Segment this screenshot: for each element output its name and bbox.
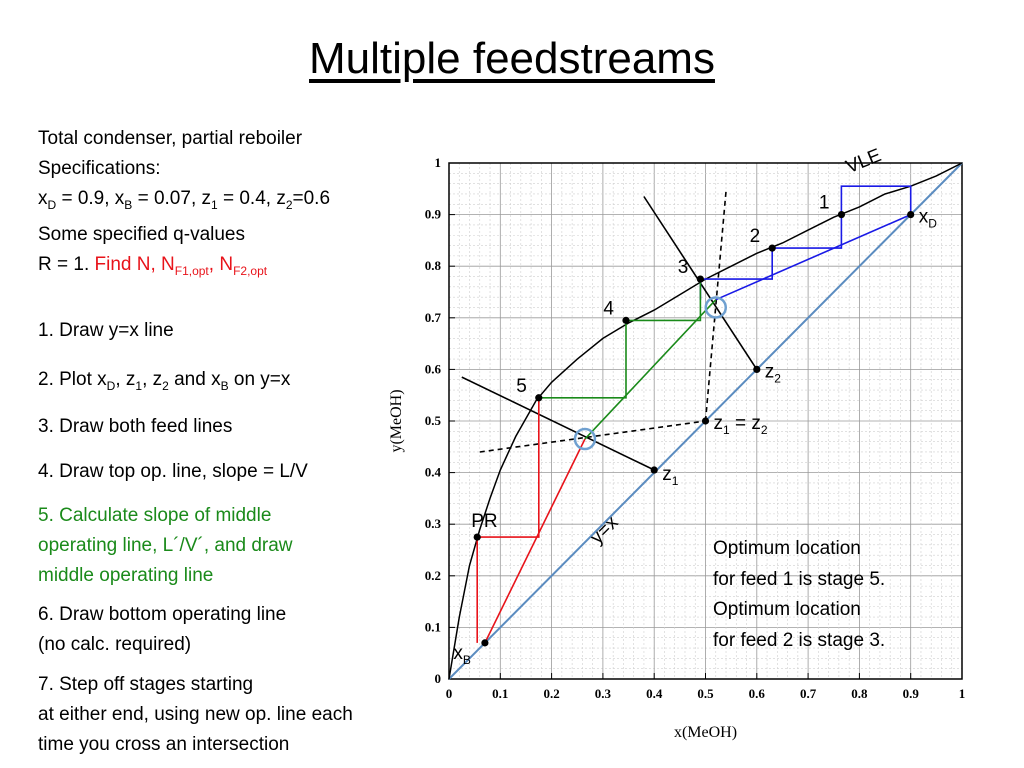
- stage-label: 5: [516, 376, 527, 397]
- step-3: 3. Draw both feed lines: [38, 416, 233, 437]
- data-point: [701, 417, 710, 425]
- data-point: [481, 639, 489, 647]
- vle-label: VLE: [843, 145, 884, 178]
- x-tick-label: 0: [446, 686, 453, 701]
- stage-label: 2: [750, 226, 761, 247]
- data-point: [696, 275, 704, 283]
- data-point: [473, 533, 481, 541]
- middle-operating-line: [584, 299, 717, 440]
- feed-point-label: z1: [662, 464, 679, 488]
- spec-line-values: xD = 0.9, xB = 0.07, z1 = 0.4, z2=0.6: [38, 188, 331, 212]
- stage-label: 4: [603, 298, 614, 319]
- x-tick-label: 0.2: [543, 686, 559, 701]
- y-tick-label: 0.7: [425, 310, 442, 325]
- step-2: 2. Plot xD, z1, z2 and xB on y=x: [38, 369, 291, 393]
- optimum-note: Optimum location for feed 1 is stage 5. Op…: [713, 538, 886, 651]
- y-tick-label: 0.6: [425, 361, 442, 376]
- dashed-feed-line: [704, 191, 727, 422]
- step-5: 5. Calculate slope of middle operating li…: [38, 505, 293, 586]
- y-tick-label: 0.9: [425, 207, 442, 222]
- x-tick-label: 0.8: [851, 686, 868, 701]
- data-point: [650, 466, 658, 474]
- feed-point-label: xD: [919, 207, 938, 231]
- y-tick-label: 0: [435, 671, 442, 686]
- spec-line-specifications: Specifications:: [38, 158, 161, 179]
- feed-line-1: [461, 376, 655, 471]
- data-point: [753, 365, 761, 373]
- intersection-circle: [573, 427, 597, 451]
- grid: [449, 163, 962, 679]
- pinch-region-label: PR: [471, 511, 497, 532]
- y-axis-label: y(MeOH): [388, 389, 405, 452]
- data-point: [622, 316, 630, 324]
- bottom-operating-line: [484, 438, 586, 644]
- stage-label: 3: [678, 257, 689, 278]
- y-tick-label: 0.1: [425, 619, 441, 634]
- step-7: 7. Step off stages starting at either end…: [38, 674, 353, 755]
- intersection-circle: [704, 296, 728, 319]
- specifications-block: Total condenser, partial reboiler Specif…: [38, 124, 330, 286]
- y-tick-label: 0.4: [425, 465, 442, 480]
- step-1: 1. Draw y=x line: [38, 320, 174, 341]
- x-tick-label: 0.6: [749, 686, 766, 701]
- stage-label: 1: [819, 193, 830, 214]
- diagonal-label: y=x: [586, 512, 622, 548]
- y-tick-label: 1: [435, 155, 442, 170]
- stage-steps-bottom: [476, 397, 540, 643]
- x-tick-label: 0.7: [800, 686, 817, 701]
- x-tick-label: 1: [959, 686, 966, 701]
- spec-line-qvalues: Some specified q-values: [38, 223, 245, 245]
- feed-point-label: z2: [765, 361, 782, 385]
- top-operating-line: [715, 213, 912, 301]
- y-tick-label: 0.3: [425, 516, 442, 531]
- feed-point-label: xB: [453, 643, 471, 667]
- data-point: [768, 244, 776, 252]
- spec-line-task: R = 1. Find N, NF1,opt, NF2,opt: [38, 253, 268, 278]
- x-tick-label: 0.4: [646, 686, 663, 701]
- y-tick-label: 0.2: [425, 568, 441, 583]
- axis-ticks: 0 0.1 0.2 0.3 0.4 0.5 0.6 0.7 0.8 0.9 1 0 0.1 0.2 0.3 0…: [425, 155, 966, 701]
- x-tick-label: 0.5: [697, 686, 714, 701]
- data-point: [907, 211, 915, 219]
- y-tick-label: 0.8: [425, 258, 442, 273]
- x-tick-label: 0.3: [595, 686, 612, 701]
- data-point: [535, 394, 543, 402]
- step-6: 6. Draw bottom operating line (no calc. r…: [38, 604, 287, 655]
- x-axis-label: x(MeOH): [674, 724, 737, 741]
- y-tick-label: 0.5: [425, 413, 442, 428]
- stage-steps-top: [699, 185, 912, 300]
- spec-line-condenser: Total condenser, partial reboiler: [38, 128, 303, 149]
- feed-point-label: z1 = z2: [714, 413, 768, 437]
- x-tick-label: 0.9: [903, 686, 920, 701]
- step-4: 4. Draw top op. line, slope = L/V: [38, 461, 308, 482]
- vle-curve: [448, 162, 963, 680]
- x-tick-label: 0.1: [492, 686, 508, 701]
- dashed-feed-line: [479, 420, 706, 453]
- data-point: [837, 211, 846, 219]
- page-title: Multiple feedstreams: [309, 34, 715, 83]
